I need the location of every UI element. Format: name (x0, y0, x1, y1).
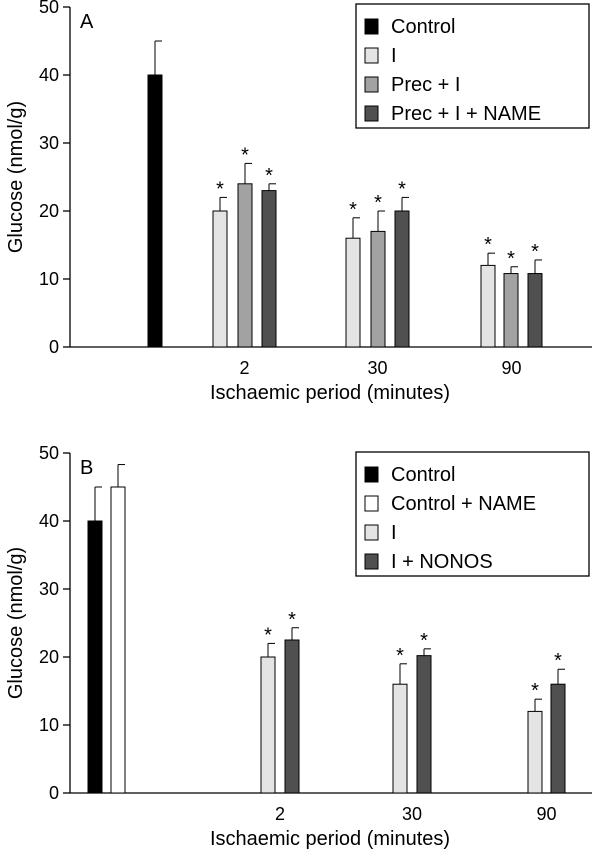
y-tick-label: 0 (49, 337, 59, 357)
bar (284, 639, 300, 794)
x-tick-label: 90 (501, 358, 521, 378)
y-tick-label: 10 (39, 715, 59, 735)
significance-star: * (420, 630, 428, 652)
y-tick-label: 30 (39, 133, 59, 153)
bar (110, 486, 126, 794)
legend-swatch (364, 466, 379, 483)
y-tick-label: 0 (49, 783, 59, 803)
legend-entry: I (391, 522, 397, 544)
legend-swatch (364, 18, 379, 35)
x-tick-label: 2 (239, 358, 249, 378)
bar (527, 710, 543, 794)
x-axis-label: Ischaemic period (minutes) (210, 828, 450, 850)
chart-panel-B: 0 10 20 30 40 50 B Glucose (nmol/g) Ischaemic pe… (5, 443, 592, 850)
bar (345, 237, 361, 348)
significance-star: * (484, 234, 492, 256)
legend-entry: Control (391, 16, 455, 38)
legend-swatch (364, 553, 379, 570)
significance-star: * (554, 650, 562, 672)
y-tick-label: 40 (39, 511, 59, 531)
significance-star: * (349, 199, 357, 221)
significance-star: * (216, 178, 224, 200)
y-tick-label: 50 (39, 0, 59, 17)
significance-star: * (398, 178, 406, 200)
bar (416, 655, 432, 794)
y-tick-label: 20 (39, 647, 59, 667)
legend-entry: Prec + I (391, 74, 460, 96)
legend-swatch (364, 47, 379, 64)
bar (480, 264, 496, 348)
legend-entry: Prec + I + NAME (391, 103, 541, 125)
bar (527, 273, 543, 348)
significance-star: * (531, 241, 539, 263)
x-tick-label: 90 (536, 804, 556, 824)
legend-swatch (364, 524, 379, 541)
bar (261, 190, 277, 348)
legend-swatch (364, 495, 379, 512)
significance-star: * (507, 248, 515, 270)
legend-entry: I (391, 45, 397, 67)
legend-entry: I + NONOS (391, 551, 493, 573)
panel-label: A (80, 11, 94, 33)
y-tick-label: 10 (39, 269, 59, 289)
legend-box (355, 3, 590, 129)
bar (503, 273, 519, 348)
bar (212, 210, 228, 348)
bar (370, 230, 386, 348)
x-tick-label: 30 (367, 358, 387, 378)
significance-star: * (374, 192, 382, 214)
legend-box (355, 451, 590, 577)
x-axis-label: Ischaemic period (minutes) (210, 382, 450, 404)
y-tick-label: 30 (39, 579, 59, 599)
chart-panel-A: 0 10 20 30 40 50 A Glucose (nmol/g) Ischaemic pe… (5, 0, 592, 404)
bar (392, 683, 408, 794)
y-tick-label: 40 (39, 65, 59, 85)
panel-label: B (80, 457, 93, 479)
x-tick-label: 30 (402, 804, 422, 824)
significance-star: * (265, 165, 273, 187)
y-tick-label: 50 (39, 443, 59, 463)
bar (147, 74, 163, 348)
legend-entry: Control (391, 464, 455, 486)
significance-star: * (264, 624, 272, 646)
bar (394, 210, 410, 348)
significance-star: * (288, 609, 296, 631)
y-axis-label: Glucose (nmol/g) (5, 101, 27, 253)
significance-star: * (531, 680, 539, 702)
y-axis-label: Glucose (nmol/g) (5, 547, 27, 699)
legend-swatch (364, 105, 379, 122)
y-tick-label: 20 (39, 201, 59, 221)
significance-star: * (241, 144, 249, 166)
legend-entry: Control + NAME (391, 493, 536, 515)
x-tick-label: 2 (275, 804, 285, 824)
significance-star: * (396, 645, 404, 667)
bar (260, 656, 276, 794)
bar (237, 183, 253, 348)
bar (87, 520, 103, 794)
bar (550, 683, 566, 794)
legend-swatch (364, 76, 379, 93)
